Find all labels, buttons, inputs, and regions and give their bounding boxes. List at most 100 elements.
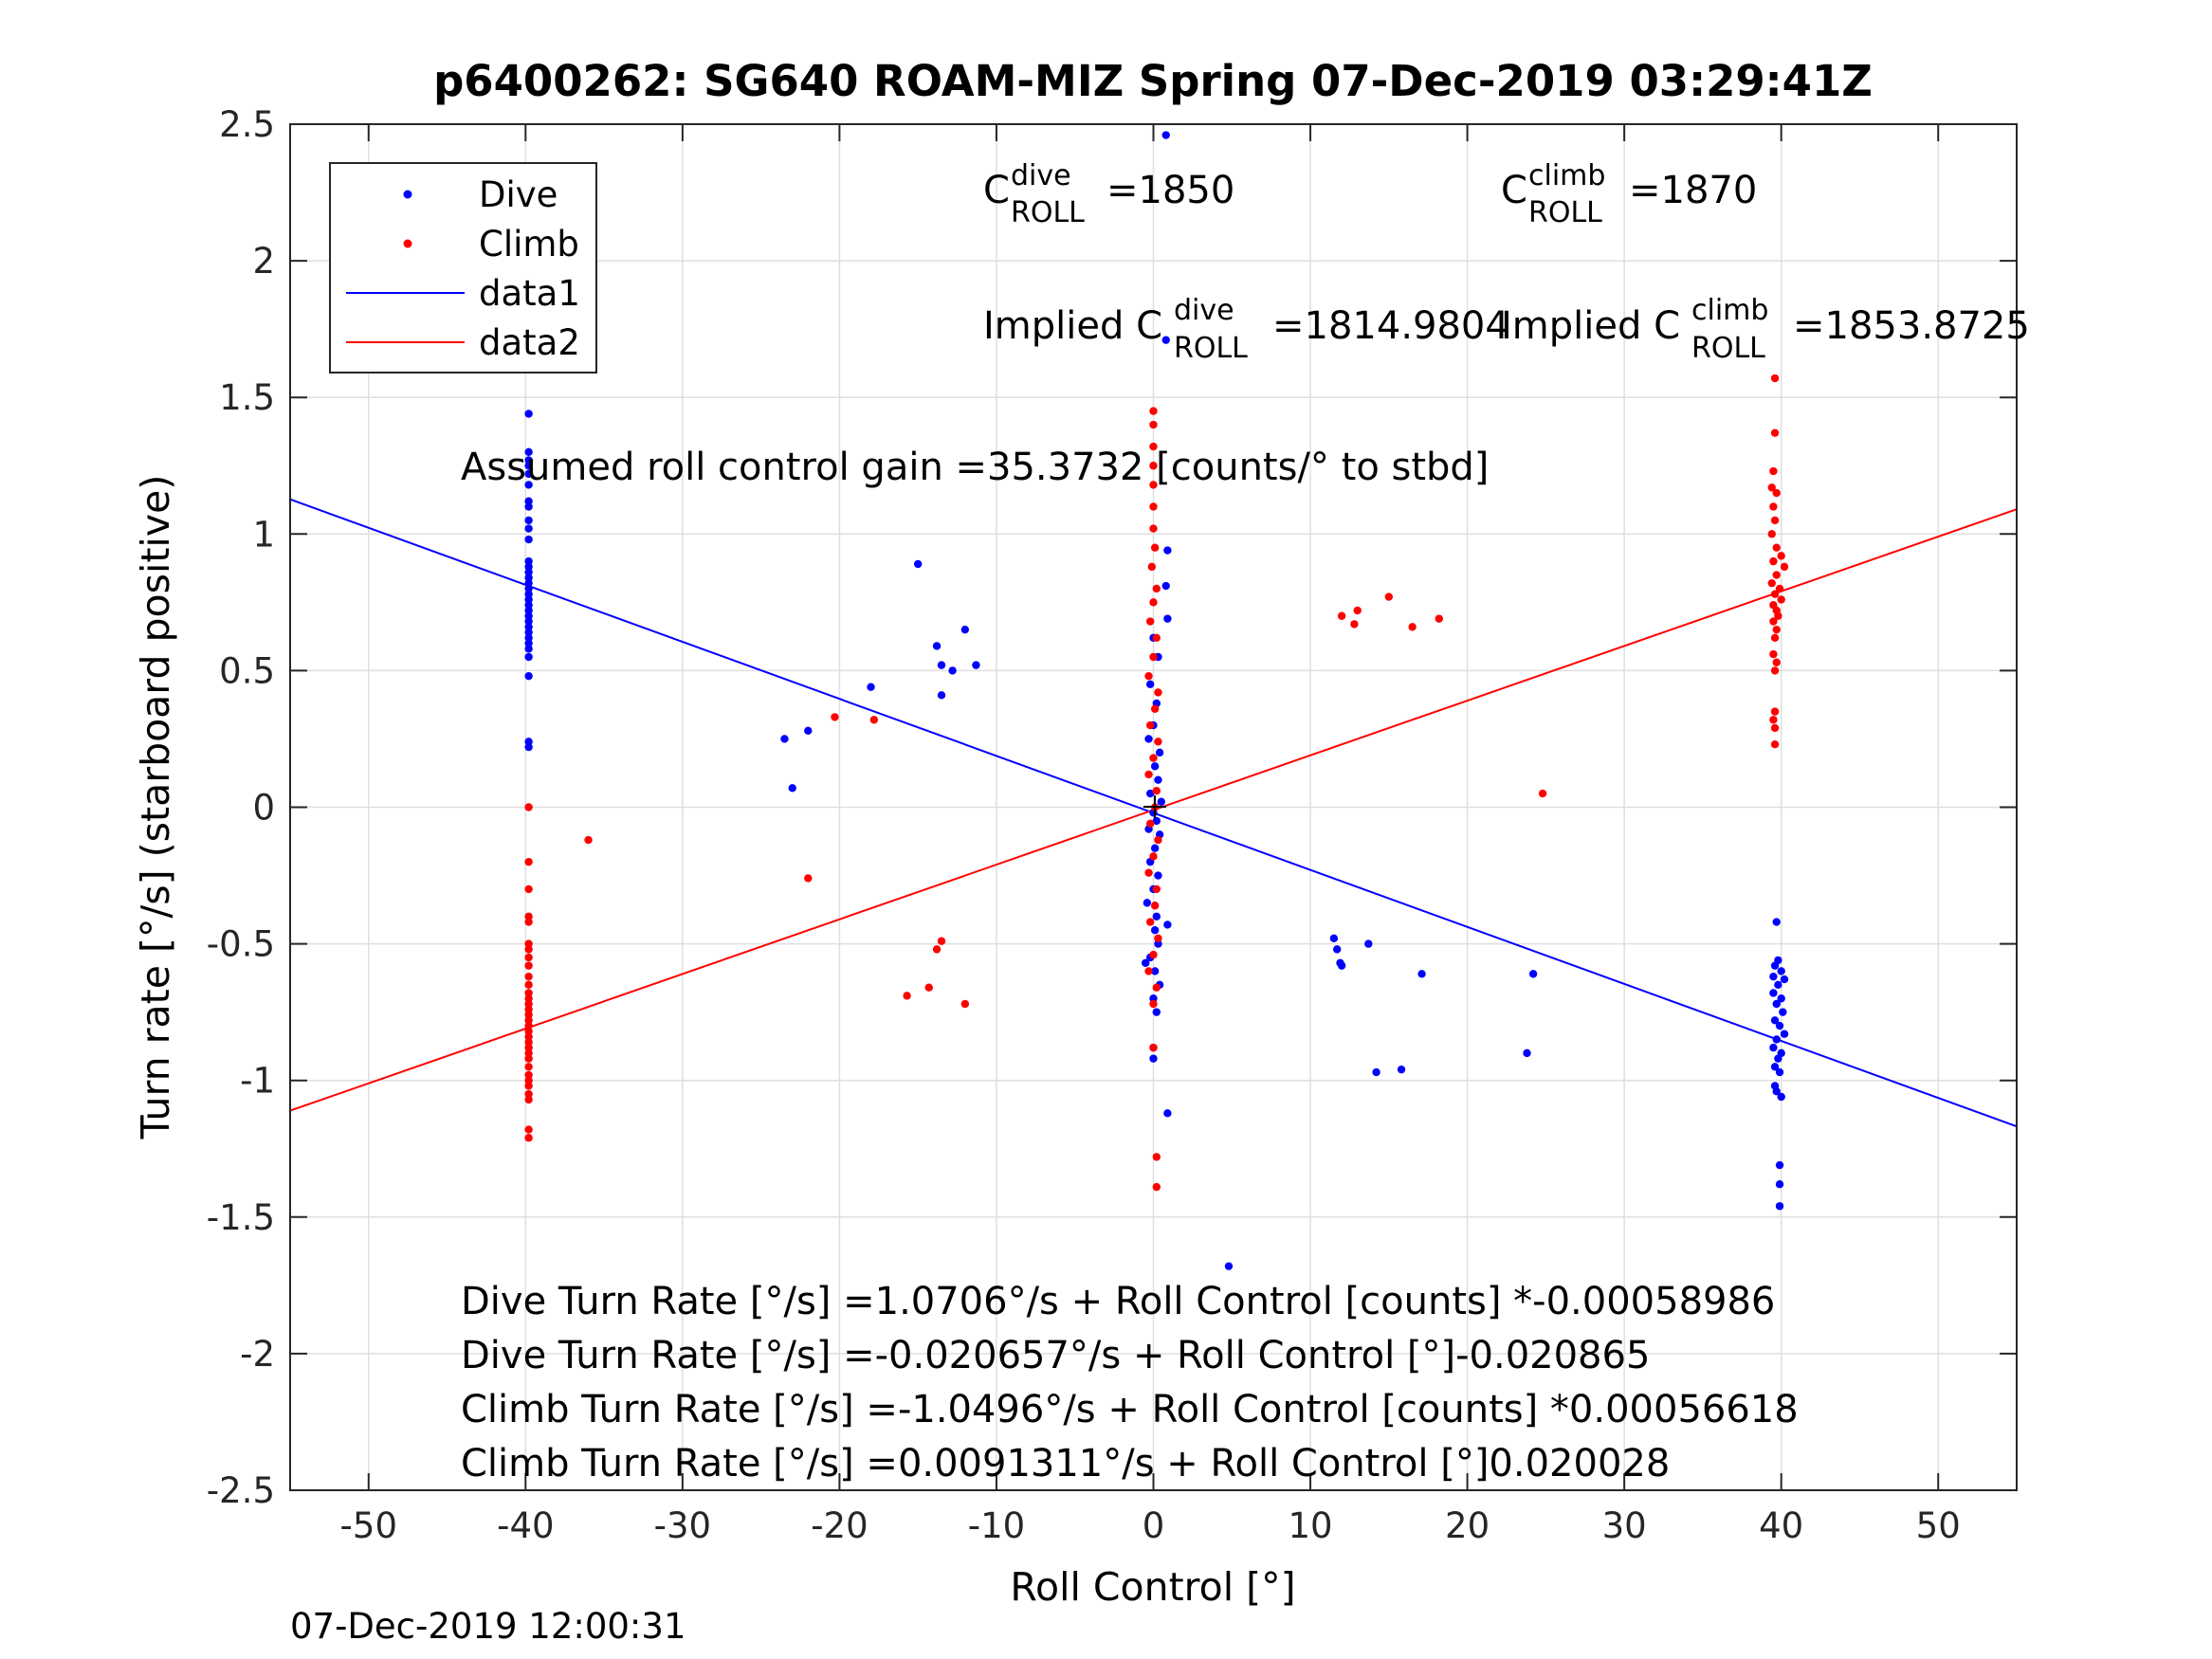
annotation-c-climb: C climb ROLL =1870 [1501,159,1757,229]
point-dive [948,666,957,675]
point-dive [1775,1067,1784,1077]
point-climb [1152,1153,1161,1161]
point-dive [1149,1054,1158,1063]
point-dive [913,559,923,569]
point-climb [524,884,533,894]
point-climb [1777,595,1785,604]
point-dive [1150,925,1160,935]
point-climb [1152,584,1161,593]
point-dive [1772,1035,1781,1044]
point-dive [788,784,796,793]
point-climb [1149,754,1158,762]
point-dive [524,574,533,582]
point-dive [1772,999,1781,1009]
point-climb [1154,688,1162,697]
point-climb [1353,606,1362,615]
equations: Dive Turn Rate [°/s] =1.0706°/s + Roll C… [461,1280,1799,1486]
point-climb [1772,625,1781,634]
implied-dive-sup: dive [1174,294,1234,327]
point-climb [1149,950,1158,959]
point-dive [1152,912,1161,921]
c-dive-base: C [983,169,1010,212]
point-dive [524,410,533,418]
point-climb [1767,530,1776,538]
point-climb [1538,789,1547,798]
y-tick-label: -2 [240,1334,275,1375]
point-dive [524,456,533,465]
point-dive [960,625,970,634]
equation-4: Climb Turn Rate [°/s] =0.0091311°/s + Ro… [461,1442,1670,1486]
point-dive [524,535,533,544]
point-climb [1144,868,1153,877]
point-dive [1155,748,1164,757]
point-dive [1523,1048,1531,1058]
point-dive [524,601,533,610]
point-climb [1770,516,1780,525]
point-climb [524,953,533,962]
point-dive [524,516,533,525]
point-dive [524,617,533,626]
point-dive [1769,989,1778,997]
point-climb [524,1021,533,1030]
point-climb [804,874,813,883]
point-climb [524,912,533,921]
point-climb [960,999,970,1009]
point-climb [1772,543,1781,552]
svg-text:C: C [983,169,1010,212]
point-dive [524,578,533,588]
x-tick-label: -50 [340,1505,397,1546]
point-dive [1163,1109,1172,1118]
point-dive [524,671,533,681]
point-climb [1149,598,1158,607]
point-climb [1777,552,1785,560]
point-dive [524,556,533,566]
point-dive [1144,735,1153,743]
point-dive [780,735,789,743]
point-dive [1145,680,1155,689]
point-climb [1154,738,1162,746]
point-climb [932,945,941,954]
point-dive [1163,614,1172,623]
point-climb [524,803,533,811]
point-dive [1329,934,1339,943]
point-climb [1149,442,1158,451]
point-climb [1767,578,1776,588]
equation-2: Dive Turn Rate [°/s] =-0.020657°/s + Rol… [461,1334,1650,1377]
point-climb [1145,720,1155,730]
x-tick-label: -10 [968,1505,1025,1546]
point-climb [1150,704,1160,713]
point-dive [524,469,533,479]
point-climb [524,1076,533,1085]
point-climb [524,972,533,981]
point-dive [524,524,533,533]
point-dive [524,590,533,598]
point-dive [524,633,533,643]
point-dive [1150,762,1160,771]
x-tick-label: -30 [654,1505,711,1546]
point-climb [1147,562,1157,572]
point-climb [1150,543,1160,552]
equation-1: Dive Turn Rate [°/s] =1.0706°/s + Roll C… [461,1280,1775,1323]
point-dive [524,606,533,615]
point-climb [524,1089,533,1099]
point-dive [524,562,533,572]
point-climb [1152,1182,1161,1192]
point-climb [584,835,593,845]
point-climb [524,1095,533,1104]
y-tick-label: -1 [240,1061,275,1102]
y-tick-label: -0.5 [207,924,275,965]
point-climb [524,1125,533,1134]
point-climb [1152,633,1161,643]
y-axis-label: Turn rate [°/s] (starboard positive) [133,475,178,1140]
x-tick-label: 0 [1143,1505,1165,1546]
point-dive [1224,1262,1234,1270]
point-climb [524,945,533,954]
point-dive [1152,816,1161,826]
point-dive [524,639,533,647]
point-dive [867,683,875,691]
point-climb [1770,666,1780,675]
c-dive-value: =1850 [1106,169,1234,212]
point-climb [1770,723,1780,733]
point-climb [524,1016,533,1025]
